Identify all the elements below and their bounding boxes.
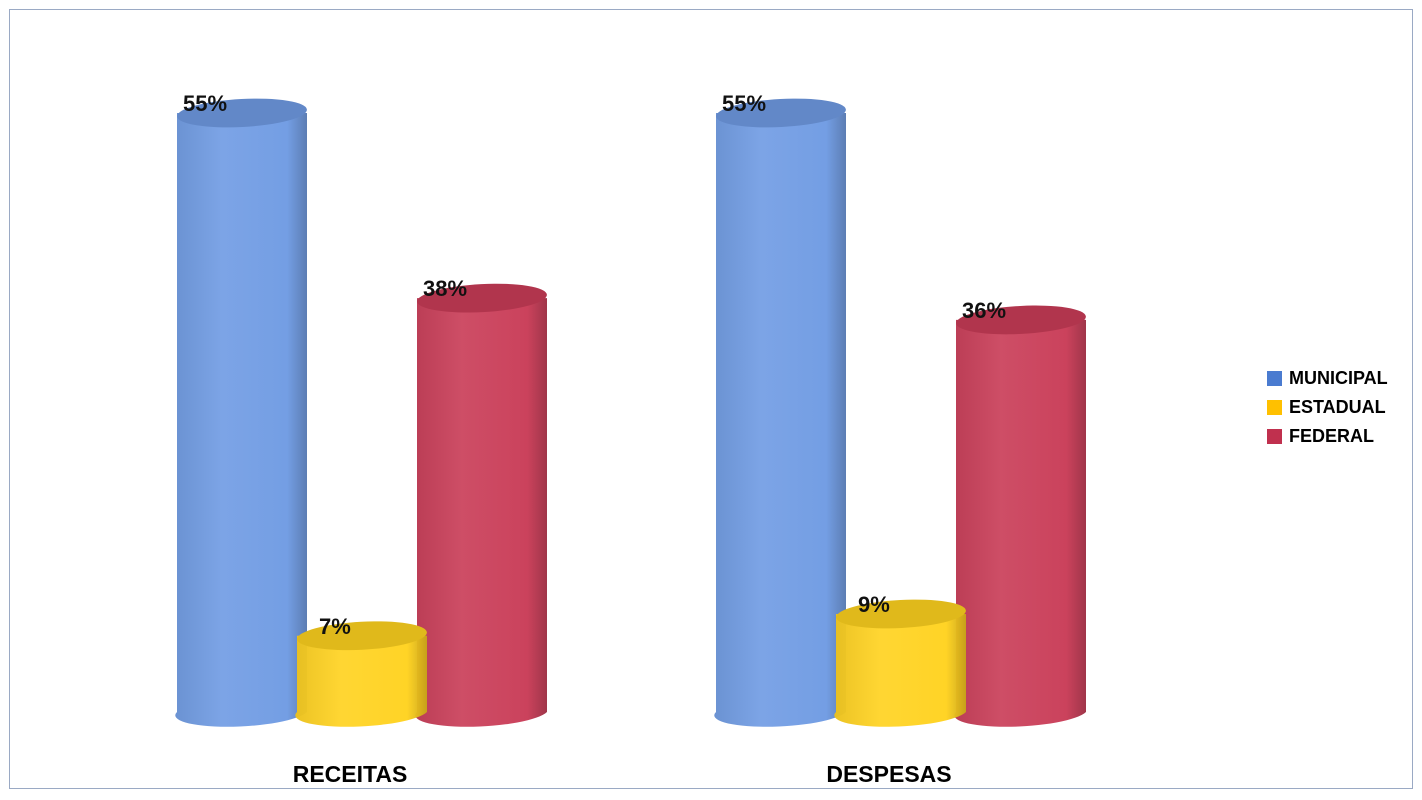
legend-label-municipal: MUNICIPAL bbox=[1289, 368, 1388, 389]
data-label: 55% bbox=[183, 91, 227, 116]
data-label: 36% bbox=[962, 298, 1006, 323]
bar-municipal-receitas bbox=[175, 96, 307, 727]
bar-body bbox=[175, 113, 307, 727]
bar-estadual-despesas bbox=[834, 597, 966, 727]
bar-body bbox=[415, 298, 547, 727]
legend-label-estadual: ESTADUAL bbox=[1289, 397, 1386, 418]
legend-item-estadual: ESTADUAL bbox=[1267, 393, 1388, 422]
legend: MUNICIPAL ESTADUAL FEDERAL bbox=[1267, 364, 1388, 451]
data-label: 38% bbox=[423, 276, 467, 301]
bar-federal-receitas bbox=[415, 281, 547, 727]
bar-body bbox=[714, 113, 846, 727]
category-label: DESPESAS bbox=[826, 761, 951, 787]
legend-label-federal: FEDERAL bbox=[1289, 426, 1374, 447]
bar-federal-despesas bbox=[954, 303, 1086, 727]
bar-municipal-despesas bbox=[714, 96, 846, 727]
legend-item-municipal: MUNICIPAL bbox=[1267, 364, 1388, 393]
legend-swatch-federal bbox=[1267, 429, 1282, 444]
legend-item-federal: FEDERAL bbox=[1267, 422, 1388, 451]
bar-estadual-receitas bbox=[295, 618, 427, 726]
legend-swatch-municipal bbox=[1267, 371, 1282, 386]
data-label: 9% bbox=[858, 592, 890, 617]
data-label: 7% bbox=[319, 614, 351, 639]
legend-swatch-estadual bbox=[1267, 400, 1282, 415]
category-label: RECEITAS bbox=[293, 761, 408, 787]
bar-body bbox=[834, 614, 966, 727]
data-label: 55% bbox=[722, 91, 766, 116]
bar-body bbox=[954, 320, 1086, 727]
